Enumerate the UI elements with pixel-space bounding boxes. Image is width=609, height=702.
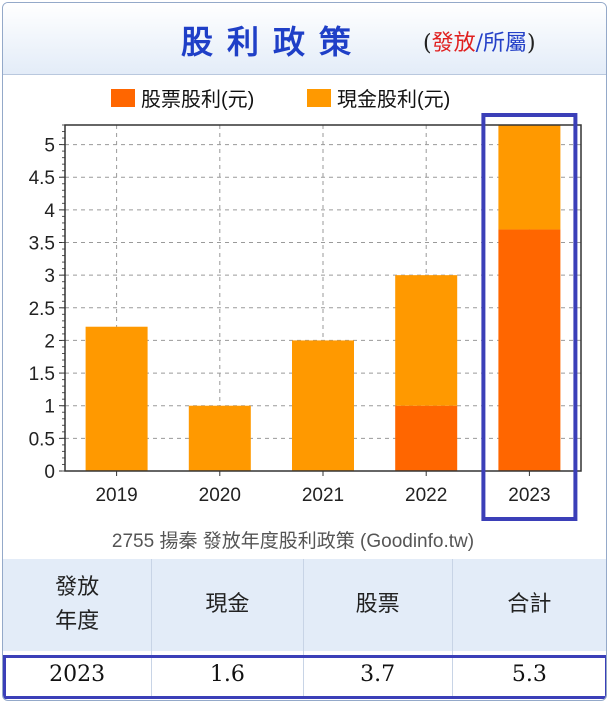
page-title: 股利政策: [181, 23, 366, 61]
x-tick-label: 2021: [302, 485, 344, 506]
bar-2023-cash[interactable]: [498, 125, 561, 230]
dividend-bar-chart: 股票股利(元) 現金股利(元) 0 0.5 1 1.5 2 2.5 3 3.5 4 4.5 5 2019…: [29, 88, 582, 552]
bar-2019-cash[interactable]: [85, 326, 148, 471]
header-year: 發放 年度: [3, 559, 153, 651]
y-tick-label: 0.5: [29, 429, 55, 450]
view-toggle: (發放/所屬): [423, 25, 536, 57]
bar-2022-stock[interactable]: [395, 405, 458, 471]
header-total: 合計: [507, 592, 552, 617]
table-row: 2023 1.6 3.7 5.3: [3, 651, 606, 697]
cell-stock: 3.7: [304, 651, 453, 697]
y-tick-label: 1.5: [29, 364, 55, 385]
panel-header: 股利政策 (發放/所屬): [3, 3, 606, 75]
chart-highlight: [481, 113, 578, 521]
cell-cash: 1.6: [152, 651, 304, 697]
y-tick-label: 0: [44, 462, 55, 483]
header-stock: 股票: [304, 559, 453, 651]
bar-2023-stock[interactable]: [498, 229, 561, 471]
y-tick-label: 4.5: [29, 168, 55, 189]
dividend-table: 發放 年度 現金 股票 合計 2023 1.6 3.7 5.3: [3, 559, 606, 697]
table-header-row: 發放 年度 現金 股票 合計: [3, 559, 606, 651]
y-tick-label: 3: [44, 266, 55, 287]
chart-legend: 股票股利(元) 現金股利(元): [111, 88, 450, 111]
x-tick-label: 2022: [405, 485, 447, 506]
legend-label-stock: 股票股利(元): [141, 88, 254, 111]
row-highlight: [3, 655, 606, 699]
x-tick-label: 2020: [199, 485, 241, 506]
slash-separator: /: [475, 31, 484, 56]
issue-year-link[interactable]: 發放: [431, 31, 476, 56]
paren-close: ): [527, 31, 536, 56]
y-tick-label: 2.5: [29, 299, 55, 320]
bar-2021-cash[interactable]: [292, 340, 354, 471]
legend-label-cash: 現金股利(元): [337, 88, 450, 111]
chart-caption: 2755 揚秦 發放年度股利政策 (Goodinfo.tw): [112, 530, 474, 552]
bar-2022-cash[interactable]: [395, 275, 458, 406]
header-cash: 現金: [152, 559, 304, 651]
y-tick-label: 4: [44, 201, 55, 222]
y-tick-label: 2: [44, 331, 55, 352]
legend-swatch-stock: [111, 89, 135, 107]
y-tick-label: 3.5: [29, 234, 55, 255]
x-tick-label: 2023: [508, 485, 550, 506]
x-tick-label: 2019: [95, 485, 137, 506]
chart-axes: 0 0.5 1 1.5 2 2.5 3 3.5 4 4.5 5 2019 2020 2021 2022 202…: [29, 124, 582, 506]
y-tick-label: 5: [44, 136, 55, 157]
highlight-box: [481, 113, 578, 521]
legend-swatch-cash: [307, 89, 331, 107]
chart-bars: [85, 125, 561, 471]
paren-open: (: [423, 31, 432, 56]
cell-total: 5.3: [511, 661, 547, 687]
belong-year-link[interactable]: 所屬: [483, 31, 528, 56]
bar-2020-cash[interactable]: [188, 405, 251, 471]
y-tick-label: 1: [44, 397, 55, 418]
cell-year: 2023: [3, 651, 153, 697]
plot-frame: [64, 124, 582, 472]
